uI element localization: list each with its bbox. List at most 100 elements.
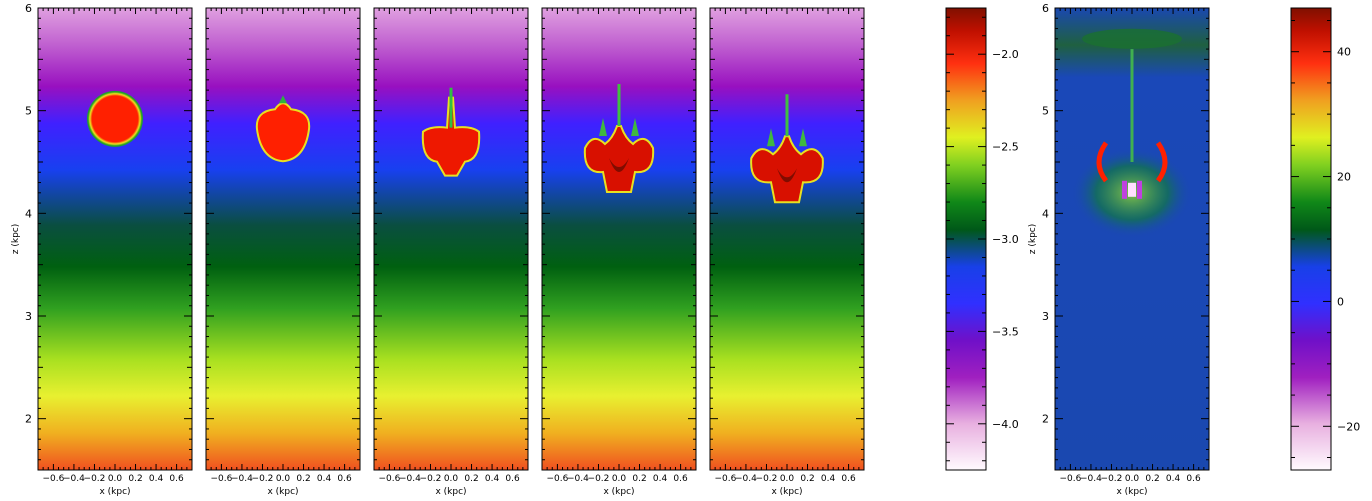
density-colorbar: −2.0 −2.5 −3.0 −3.5 −4.0 xyxy=(945,7,1019,471)
density-panel-4: −0.6−0.4−0.2 0.0 0.2 0.4 0.6 x (kpc) xyxy=(541,7,697,497)
x-axis-label: x (kpc) xyxy=(771,487,802,497)
cloud-finger xyxy=(767,128,775,147)
x-tick-label: −0.2 xyxy=(588,474,610,484)
x-axis-label: x (kpc) xyxy=(435,487,466,497)
colorbar-tick-label: 0 xyxy=(1337,295,1344,308)
y-tick-label: 6 xyxy=(25,2,32,15)
x-tick-label: 0.0 xyxy=(444,474,459,484)
x-tick-label: −0.4 xyxy=(399,474,421,484)
velocity-core-right xyxy=(1137,180,1142,199)
x-tick-label: −0.2 xyxy=(420,474,442,484)
x-tick-label: 0.4 xyxy=(653,474,668,484)
velocity-arc-right xyxy=(1155,141,1168,183)
y-tick-label: 2 xyxy=(1042,413,1049,426)
x-tick-label: 0.2 xyxy=(128,474,142,484)
cloud-finger xyxy=(799,128,807,147)
x-tick-label: −0.6 xyxy=(42,474,64,484)
cloud-finger xyxy=(631,118,639,136)
cloud-finger xyxy=(599,118,607,136)
x-tick-label: 0.4 xyxy=(821,474,836,484)
x-tick-label: 0.6 xyxy=(673,474,688,484)
x-tick-label: 0.6 xyxy=(841,474,856,484)
x-tick-label: −0.6 xyxy=(714,474,736,484)
x-tick-label: −0.2 xyxy=(756,474,778,484)
density-panel-5: −0.6−0.4−0.2 0.0 0.2 0.4 0.6 x (kpc) xyxy=(709,7,865,497)
x-axis-label: x (kpc) xyxy=(1116,487,1147,497)
density-background xyxy=(710,8,864,470)
cloud xyxy=(583,125,655,193)
x-tick-label: 0.0 xyxy=(108,474,123,484)
colorbar-tick-label: −3.0 xyxy=(992,233,1019,246)
x-tick-label: −0.6 xyxy=(378,474,400,484)
x-tick-label: 0.0 xyxy=(1125,474,1140,484)
x-tick-label: 0.4 xyxy=(1166,474,1181,484)
colorbar-tick-label: 20 xyxy=(1337,171,1351,184)
x-tick-label: 0.4 xyxy=(149,474,164,484)
cloud xyxy=(255,102,311,163)
cloud-core xyxy=(609,158,629,172)
x-tick-label: −0.6 xyxy=(1059,474,1081,484)
cloud-core xyxy=(777,168,797,183)
y-tick-label: 4 xyxy=(25,207,32,220)
density-background xyxy=(542,8,696,470)
x-tick-label: −0.4 xyxy=(567,474,589,484)
x-tick-label: −0.4 xyxy=(231,474,253,484)
x-tick-label: −0.4 xyxy=(63,474,85,484)
cloud xyxy=(421,96,481,177)
velocity-arc-left xyxy=(1096,141,1109,183)
x-tick-label: 0.2 xyxy=(1145,474,1159,484)
x-tick-label: 0.2 xyxy=(296,474,310,484)
y-axis-label: z (kpc) xyxy=(11,224,21,254)
y-tick-label: 5 xyxy=(25,105,32,118)
x-tick-label: 0.2 xyxy=(464,474,478,484)
colorbar-tick-label: −3.5 xyxy=(992,325,1019,338)
cloud xyxy=(750,135,824,204)
y-tick-label: 5 xyxy=(1042,105,1049,118)
x-tick-label: 0.2 xyxy=(800,474,814,484)
x-tick-label: −0.2 xyxy=(252,474,274,484)
cloud xyxy=(88,91,142,146)
density-panel-3: −0.6−0.4−0.2 0.0 0.2 0.4 0.6 x (kpc) xyxy=(373,7,529,497)
density-panel-2: −0.6−0.4−0.2 0.0 0.2 0.4 0.6 x (kpc) xyxy=(205,7,361,497)
colorbar-tick-label: −2.5 xyxy=(992,141,1019,154)
velocity-core-left xyxy=(1122,180,1127,199)
y-tick-label: 2 xyxy=(25,413,32,426)
colorbar-tick-label: −20 xyxy=(1337,420,1360,433)
y-tick-label: 3 xyxy=(1042,310,1049,323)
x-tick-label: −0.6 xyxy=(210,474,232,484)
y-axis-label: z (kpc) xyxy=(1028,224,1038,254)
x-tick-label: −0.2 xyxy=(84,474,106,484)
x-tick-label: 0.0 xyxy=(276,474,291,484)
x-tick-label: −0.6 xyxy=(546,474,568,484)
x-tick-label: 0.6 xyxy=(505,474,520,484)
x-tick-label: 0.6 xyxy=(337,474,352,484)
cloud-tail xyxy=(279,95,287,104)
y-tick-label: 6 xyxy=(1042,2,1049,15)
colorbar-tick-label: −2.0 xyxy=(992,48,1019,61)
x-tick-label: −0.2 xyxy=(1101,474,1123,484)
velocity-core xyxy=(1128,182,1136,197)
x-tick-label: 0.0 xyxy=(780,474,795,484)
colorbar-tick-label: 40 xyxy=(1337,46,1351,59)
density-panel-1: −0.6−0.4−0.2 0.0 0.2 0.4 0.6 x (kpc) 2 3 4 5 6 z (k… xyxy=(11,2,193,497)
x-tick-label: 0.4 xyxy=(485,474,500,484)
x-axis-label: x (kpc) xyxy=(267,487,298,497)
colorbar-tick-label: −4.0 xyxy=(992,418,1019,431)
x-tick-label: −0.4 xyxy=(735,474,757,484)
velocity-colorbar: 40 20 0 −20 xyxy=(1290,7,1360,471)
x-tick-label: 0.0 xyxy=(612,474,627,484)
x-axis-label: x (kpc) xyxy=(99,487,130,497)
y-tick-label: 4 xyxy=(1042,207,1049,220)
colorbar-gradient xyxy=(1291,8,1331,470)
x-tick-label: 0.6 xyxy=(1186,474,1201,484)
density-background xyxy=(206,8,360,470)
x-tick-label: 0.2 xyxy=(632,474,646,484)
velocity-top-band xyxy=(1082,28,1182,49)
x-tick-label: 0.6 xyxy=(169,474,184,484)
y-tick-label: 3 xyxy=(25,310,32,323)
x-axis-label: x (kpc) xyxy=(603,487,634,497)
density-background xyxy=(374,8,528,470)
x-tick-label: 0.4 xyxy=(317,474,332,484)
